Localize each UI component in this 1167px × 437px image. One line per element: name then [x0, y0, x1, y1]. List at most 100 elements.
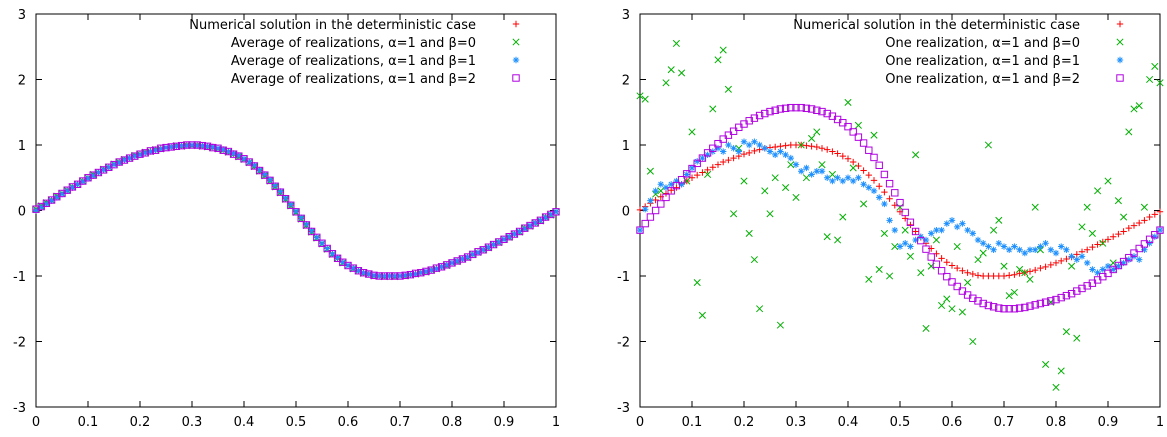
data-point — [375, 272, 383, 280]
data-point — [761, 145, 768, 152]
data-point — [38, 204, 45, 211]
data-point — [969, 270, 976, 278]
data-point — [386, 272, 393, 280]
data-point — [885, 179, 894, 188]
data-point — [1042, 240, 1049, 247]
data-point — [688, 128, 696, 136]
data-point — [907, 243, 914, 250]
data-point — [694, 171, 701, 179]
data-point — [271, 182, 279, 190]
data-point — [287, 201, 295, 209]
data-point — [1063, 246, 1070, 253]
data-point — [391, 272, 399, 280]
y-tick-label: -2 — [617, 336, 630, 351]
data-point — [870, 153, 878, 162]
data-point — [678, 181, 685, 188]
data-point — [928, 230, 935, 237]
data-point — [865, 184, 872, 191]
data-point — [1125, 128, 1133, 136]
data-point — [474, 249, 482, 256]
y-tick-label: 2 — [18, 74, 26, 89]
data-point — [912, 151, 920, 159]
data-point — [776, 105, 785, 113]
data-point — [896, 198, 904, 207]
data-point — [255, 166, 264, 175]
data-point — [729, 127, 738, 135]
data-point — [1151, 233, 1158, 240]
data-point — [1037, 243, 1044, 250]
data-point — [1146, 75, 1154, 84]
data-point — [1031, 203, 1039, 211]
data-point — [505, 233, 513, 241]
data-point — [745, 229, 753, 237]
data-point — [1026, 268, 1034, 275]
x-tick-label: 0.1 — [682, 415, 703, 430]
data-point — [850, 177, 857, 185]
data-point — [183, 142, 190, 149]
data-point — [657, 187, 665, 195]
data-point — [724, 131, 733, 139]
data-point — [480, 246, 487, 253]
data-point — [1073, 334, 1081, 342]
data-point — [105, 163, 113, 171]
data-point — [912, 236, 919, 244]
data-point — [552, 208, 560, 216]
data-point — [402, 272, 409, 279]
data-point — [922, 324, 930, 332]
data-point — [32, 207, 40, 214]
series-4 — [32, 141, 560, 280]
data-point — [958, 308, 966, 316]
data-point — [829, 177, 836, 185]
series-3 — [636, 138, 1164, 276]
x-tick-label: 1 — [1156, 415, 1164, 430]
data-point — [813, 128, 821, 136]
x-tick-label: 0.3 — [786, 415, 807, 430]
data-point — [1000, 272, 1008, 280]
y-tick-label: 0 — [622, 205, 630, 220]
data-point — [1062, 328, 1070, 336]
data-point — [704, 151, 711, 159]
data-point — [547, 210, 555, 219]
data-point — [1130, 222, 1138, 229]
data-point — [761, 187, 769, 195]
data-point — [74, 181, 81, 188]
data-point — [933, 226, 940, 234]
data-point — [714, 145, 722, 152]
legend-label: Average of realizations, α=1 and β=0 — [231, 36, 476, 51]
legend: Numerical solution in the deterministic … — [793, 18, 1124, 87]
data-point — [792, 103, 800, 112]
x-tick-label: 0.8 — [442, 415, 463, 430]
data-point — [948, 305, 956, 313]
data-point — [1104, 236, 1112, 243]
data-point — [532, 219, 539, 227]
data-point — [110, 160, 118, 169]
data-point — [246, 158, 253, 166]
y-tick-label: 0 — [18, 205, 26, 220]
data-point — [146, 147, 155, 155]
data-point — [178, 142, 185, 149]
data-point — [240, 155, 248, 162]
data-point — [458, 255, 467, 263]
data-point — [1058, 243, 1065, 250]
data-point — [699, 154, 706, 162]
data-point — [411, 269, 420, 278]
data-point — [489, 240, 498, 249]
data-point — [969, 294, 977, 302]
data-point — [235, 152, 242, 159]
data-point — [220, 146, 227, 153]
data-point — [99, 166, 108, 174]
data-point — [1130, 105, 1138, 113]
data-point — [313, 234, 320, 241]
data-point — [667, 66, 675, 74]
legend-marker — [512, 74, 520, 82]
data-point — [881, 200, 888, 208]
data-point — [1057, 367, 1065, 375]
data-point — [209, 143, 217, 152]
data-point — [750, 114, 759, 122]
data-point — [792, 193, 800, 201]
data-point — [376, 272, 383, 280]
x-tick-label: 0.3 — [182, 415, 203, 430]
series-3 — [32, 141, 560, 280]
data-point — [636, 206, 644, 214]
data-point — [68, 183, 77, 191]
